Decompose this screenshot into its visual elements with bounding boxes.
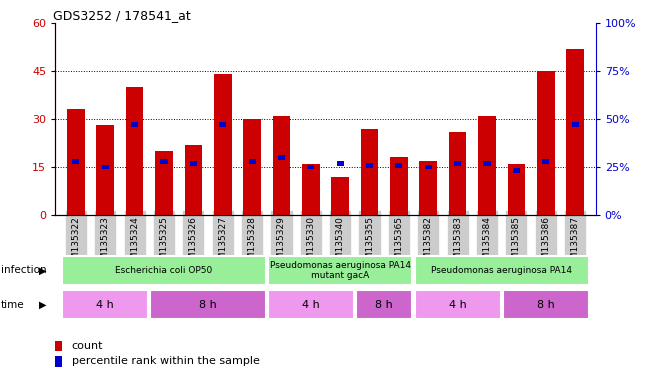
Bar bbox=[366, 163, 373, 167]
Bar bbox=[361, 129, 378, 215]
Bar bbox=[249, 159, 256, 164]
Bar bbox=[508, 164, 525, 215]
Bar bbox=[102, 165, 109, 169]
Bar bbox=[356, 290, 413, 319]
Text: 4 h: 4 h bbox=[302, 300, 320, 310]
Bar bbox=[331, 177, 349, 215]
Bar bbox=[478, 116, 496, 215]
Bar bbox=[67, 109, 85, 215]
Bar bbox=[390, 157, 408, 215]
Bar bbox=[150, 290, 266, 319]
Bar bbox=[268, 256, 413, 285]
Bar bbox=[268, 290, 353, 319]
Text: Pseudomonas aeruginosa PA14
mutant gacA: Pseudomonas aeruginosa PA14 mutant gacA bbox=[270, 261, 411, 280]
Bar bbox=[449, 132, 467, 215]
Text: count: count bbox=[72, 341, 103, 351]
Bar bbox=[537, 71, 555, 215]
Bar bbox=[214, 74, 232, 215]
Bar bbox=[219, 122, 227, 127]
Bar bbox=[415, 256, 589, 285]
Bar bbox=[395, 163, 402, 167]
Bar bbox=[131, 122, 138, 127]
Bar bbox=[302, 164, 320, 215]
Bar bbox=[542, 159, 549, 164]
Bar bbox=[415, 290, 501, 319]
Bar bbox=[337, 161, 344, 166]
Text: Escherichia coli OP50: Escherichia coli OP50 bbox=[115, 266, 213, 275]
Bar bbox=[126, 87, 143, 215]
Bar bbox=[155, 151, 173, 215]
Text: 8 h: 8 h bbox=[537, 300, 555, 310]
Bar bbox=[307, 165, 314, 169]
Bar bbox=[454, 161, 461, 166]
Bar bbox=[190, 161, 197, 166]
Text: 4 h: 4 h bbox=[449, 300, 467, 310]
Text: percentile rank within the sample: percentile rank within the sample bbox=[72, 356, 260, 366]
Bar bbox=[184, 145, 202, 215]
Text: ▶: ▶ bbox=[39, 265, 47, 275]
Bar bbox=[160, 159, 167, 164]
Bar bbox=[278, 155, 285, 160]
Text: Pseudomonas aeruginosa PA14: Pseudomonas aeruginosa PA14 bbox=[431, 266, 572, 275]
Bar bbox=[62, 290, 148, 319]
Bar bbox=[62, 256, 266, 285]
Bar bbox=[503, 290, 589, 319]
Text: infection: infection bbox=[1, 265, 46, 275]
Bar bbox=[243, 119, 261, 215]
Bar bbox=[513, 169, 520, 173]
Text: 8 h: 8 h bbox=[376, 300, 393, 310]
Text: 4 h: 4 h bbox=[96, 300, 114, 310]
Text: 8 h: 8 h bbox=[199, 300, 217, 310]
Text: GDS3252 / 178541_at: GDS3252 / 178541_at bbox=[53, 9, 190, 22]
Bar bbox=[419, 161, 437, 215]
Bar bbox=[273, 116, 290, 215]
Bar bbox=[572, 122, 579, 127]
Text: ▶: ▶ bbox=[39, 300, 47, 310]
Bar bbox=[566, 49, 584, 215]
Bar bbox=[72, 159, 79, 164]
Bar bbox=[424, 165, 432, 169]
Bar bbox=[96, 126, 114, 215]
Bar bbox=[484, 161, 491, 166]
Text: time: time bbox=[1, 300, 24, 310]
